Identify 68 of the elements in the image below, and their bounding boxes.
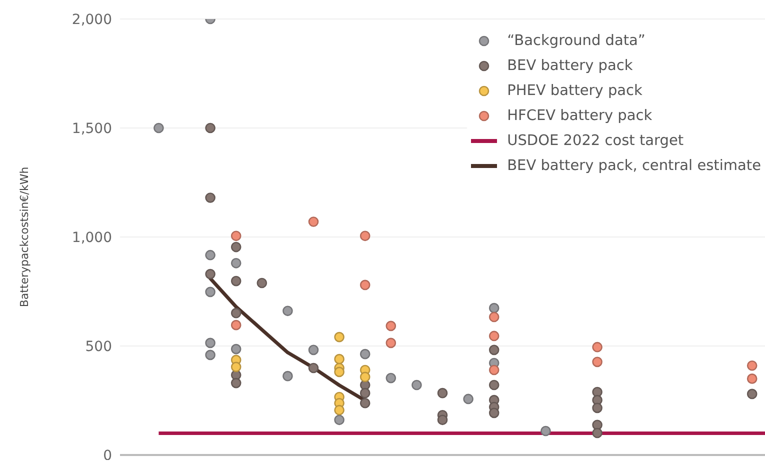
point xyxy=(308,344,319,356)
y-tick-label: 500 xyxy=(85,338,112,355)
point xyxy=(488,344,500,356)
point xyxy=(488,330,500,342)
point xyxy=(360,398,370,408)
point xyxy=(488,380,500,390)
point xyxy=(360,230,370,242)
point xyxy=(230,320,242,330)
point xyxy=(746,388,758,400)
point xyxy=(282,306,293,316)
point xyxy=(154,122,164,134)
point xyxy=(230,276,242,286)
point xyxy=(360,348,370,360)
legend-label: USDOE 2022 cost target xyxy=(507,132,684,148)
point xyxy=(437,388,448,398)
point xyxy=(360,280,370,290)
point xyxy=(360,372,370,382)
point xyxy=(205,338,216,348)
point xyxy=(205,286,216,298)
point xyxy=(205,350,216,360)
point xyxy=(386,338,396,348)
point xyxy=(334,332,344,342)
point xyxy=(205,250,216,260)
point xyxy=(592,402,602,414)
point xyxy=(308,216,319,227)
point xyxy=(463,394,474,404)
point xyxy=(230,308,242,318)
point xyxy=(488,364,500,376)
y-tick-label: 2,000 xyxy=(72,12,112,28)
legend-label: BEV battery pack, central estimate xyxy=(507,158,761,174)
point xyxy=(230,344,242,354)
point xyxy=(592,342,602,352)
point xyxy=(334,404,344,416)
point xyxy=(386,320,396,332)
point xyxy=(334,354,344,364)
y-tick-label: 0 xyxy=(103,448,112,462)
point xyxy=(746,374,758,384)
point xyxy=(230,258,242,268)
legend-label: HFCEV battery pack xyxy=(507,108,652,124)
point xyxy=(592,356,602,368)
legend-label: BEV battery pack xyxy=(507,58,633,74)
point xyxy=(230,230,242,242)
point xyxy=(540,426,551,436)
point xyxy=(334,366,344,378)
point xyxy=(746,360,758,371)
point xyxy=(412,380,422,390)
y-tick-label: 1,000 xyxy=(72,230,112,246)
point xyxy=(282,370,293,382)
point xyxy=(386,372,396,384)
point xyxy=(437,414,448,426)
point xyxy=(488,312,500,322)
legend-label: PHEV battery pack xyxy=(507,82,642,98)
point xyxy=(488,408,500,418)
point xyxy=(488,302,500,314)
point xyxy=(592,428,602,438)
y-axis-title: Batterypackcostsin€/kWh xyxy=(18,166,31,308)
y-tick-label: 1,500 xyxy=(72,120,112,137)
point xyxy=(230,378,242,388)
point xyxy=(334,414,344,426)
point xyxy=(205,192,216,203)
point xyxy=(360,388,370,398)
point xyxy=(230,362,242,372)
point xyxy=(205,268,216,280)
point xyxy=(308,362,319,374)
point xyxy=(230,242,242,252)
legend-label: “Background data” xyxy=(507,32,646,48)
point xyxy=(256,278,268,288)
point xyxy=(205,122,216,134)
